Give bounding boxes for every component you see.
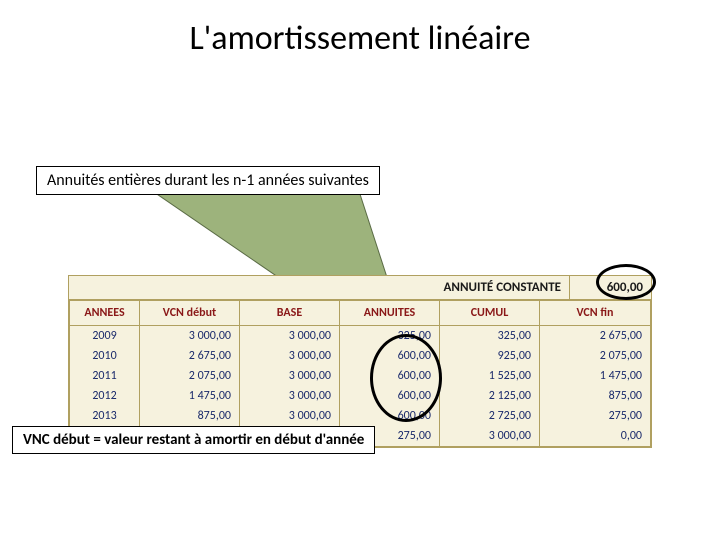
cell-base: 3 000,00	[240, 366, 340, 386]
callout-bottom: VNC début = valeur restant à amortir en …	[12, 426, 375, 454]
cell-vcn-debut: 2 675,00	[140, 346, 240, 366]
page-title: L'amortissement linéaire	[0, 18, 720, 59]
cell-cumul: 1 525,00	[440, 366, 540, 386]
cell-vcn-fin: 875,00	[540, 386, 651, 406]
cell-vcn-fin: 1 475,00	[540, 366, 651, 386]
cell-vcn-debut: 875,00	[140, 406, 240, 426]
cell-year: 2009	[70, 326, 140, 347]
circle-annuites-column	[370, 334, 442, 422]
amortization-table: ANNUITÉ CONSTANTE 600,00 ANNEES VCN débu…	[68, 275, 652, 448]
cell-vcn-fin: 0,00	[540, 426, 651, 447]
table-row: 20112 075,003 000,00600,001 525,001 475,…	[70, 366, 651, 386]
banner-label: ANNUITÉ CONSTANTE	[69, 276, 569, 300]
banner-row: ANNUITÉ CONSTANTE 600,00	[69, 276, 651, 300]
cell-cumul: 925,00	[440, 346, 540, 366]
col-base: BASE	[240, 301, 340, 326]
header-row: ANNEES VCN début BASE ANNUITES CUMUL VCN…	[70, 301, 651, 326]
cell-cumul: 325,00	[440, 326, 540, 347]
col-vcn-fin: VCN fin	[540, 301, 651, 326]
cell-vcn-fin: 2 075,00	[540, 346, 651, 366]
callout-top: Annuités entières durant les n-1 années …	[36, 166, 380, 195]
cell-vcn-debut: 1 475,00	[140, 386, 240, 406]
col-year: ANNEES	[70, 301, 140, 326]
cell-vcn-fin: 2 675,00	[540, 326, 651, 347]
cell-vcn-debut: 3 000,00	[140, 326, 240, 347]
cell-year: 2013	[70, 406, 140, 426]
table-row: 20093 000,003 000,00325,00325,002 675,00	[70, 326, 651, 347]
cell-year: 2012	[70, 386, 140, 406]
cell-base: 3 000,00	[240, 406, 340, 426]
cell-cumul: 2 125,00	[440, 386, 540, 406]
cell-vcn-fin: 275,00	[540, 406, 651, 426]
col-vcn-debut: VCN début	[140, 301, 240, 326]
table-row: 20102 675,003 000,00600,00925,002 075,00	[70, 346, 651, 366]
cell-vcn-debut: 2 075,00	[140, 366, 240, 386]
cell-year: 2010	[70, 346, 140, 366]
table-row: 20121 475,003 000,00600,002 125,00875,00	[70, 386, 651, 406]
data-table: ANNEES VCN début BASE ANNUITES CUMUL VCN…	[69, 300, 651, 447]
cell-base: 3 000,00	[240, 326, 340, 347]
col-cumul: CUMUL	[440, 301, 540, 326]
col-annuites: ANNUITES	[340, 301, 440, 326]
cell-cumul: 2 725,00	[440, 406, 540, 426]
cell-base: 3 000,00	[240, 386, 340, 406]
table-row: 2013875,003 000,00600,002 725,00275,00	[70, 406, 651, 426]
cell-cumul: 3 000,00	[440, 426, 540, 447]
cell-base: 3 000,00	[240, 346, 340, 366]
circle-banner-value	[596, 264, 656, 300]
cell-year: 2011	[70, 366, 140, 386]
